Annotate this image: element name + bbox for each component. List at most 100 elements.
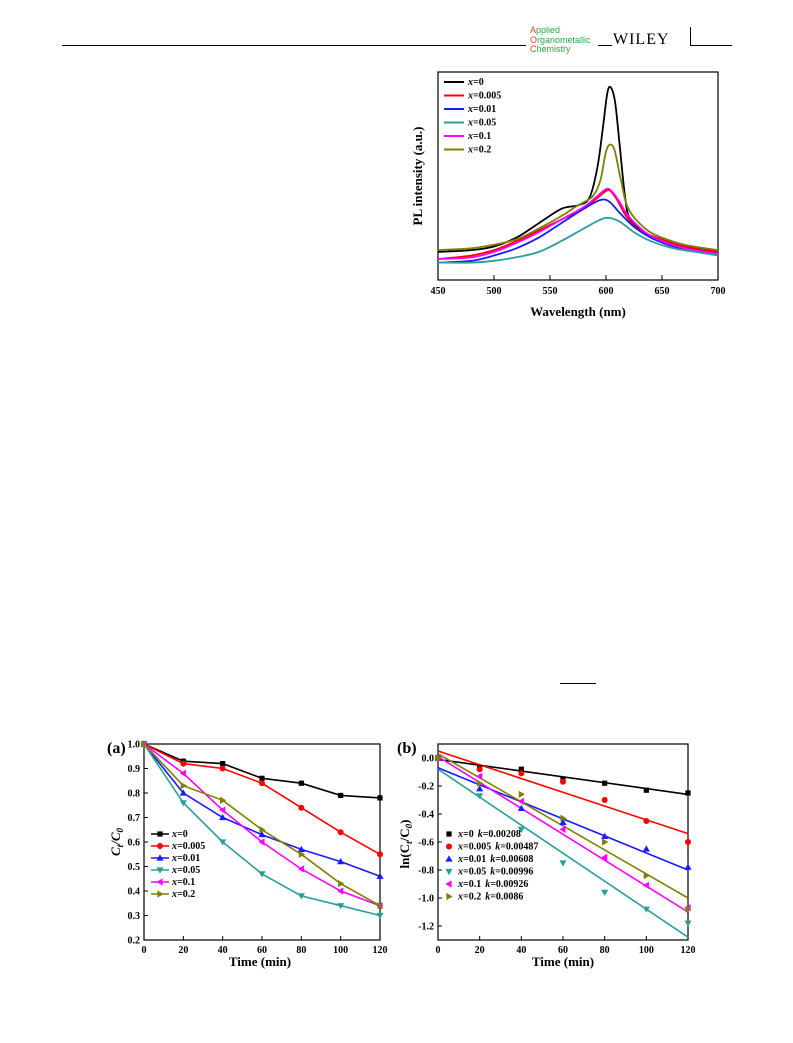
y-tick-label: 0.5 xyxy=(128,862,141,873)
legend-k-value: =0.00487 xyxy=(500,842,538,853)
legend-label: x=0.005 k=0.00487 xyxy=(457,842,538,853)
legend-label: x=0.1 xyxy=(171,877,195,888)
legend-label: x=0.2 xyxy=(171,889,195,900)
legend-var: x xyxy=(457,879,463,890)
data-point xyxy=(518,766,524,772)
plot-frame xyxy=(437,71,719,281)
data-point xyxy=(141,740,148,748)
legend-marker xyxy=(445,868,453,876)
data-point xyxy=(476,772,483,780)
x-axis-label: Time (min) xyxy=(229,954,291,969)
legend-value: =0 xyxy=(177,829,188,840)
header-rule-right xyxy=(690,45,732,46)
legend-var: x xyxy=(467,91,473,102)
data-point xyxy=(179,769,186,777)
legend-k-var: k xyxy=(485,892,490,903)
data-point xyxy=(518,790,525,798)
legend-var: x xyxy=(457,892,463,903)
data-point xyxy=(219,813,227,821)
legend-var: x xyxy=(171,865,177,876)
legend-k-var: k xyxy=(495,842,500,853)
y-tick-label: -1.0 xyxy=(418,894,434,905)
data-point xyxy=(376,872,384,879)
legend-var: x xyxy=(171,853,177,864)
x-tick-label: 100 xyxy=(639,945,654,956)
legend-marker xyxy=(445,880,452,888)
data-point xyxy=(643,787,649,793)
x-tick-label: 60 xyxy=(558,945,568,956)
legend-marker xyxy=(445,855,453,862)
legend-label: x=0 k=0.00208 xyxy=(457,829,521,840)
legend-label: x=0.01 xyxy=(171,853,200,864)
journal-line-2: Organometallic xyxy=(530,34,591,45)
data-point xyxy=(297,893,305,900)
data-point xyxy=(642,906,650,913)
legend-var: x xyxy=(457,842,463,853)
data-point xyxy=(180,782,187,790)
data-point xyxy=(602,838,609,846)
legend-marker xyxy=(157,890,164,898)
data-point xyxy=(601,889,609,896)
legend-k-var: k xyxy=(490,854,495,865)
legend-value: =0.05 xyxy=(463,867,486,878)
legend-value: =0.01 xyxy=(177,853,200,864)
data-point xyxy=(517,804,525,811)
data-point xyxy=(476,766,483,773)
x-tick-label: 0 xyxy=(142,945,147,956)
legend-label: x=0.1 k=0.00926 xyxy=(457,879,528,890)
legend-label: x=0.005 xyxy=(467,91,501,102)
legend-var: x xyxy=(171,889,177,900)
y-axis-label: Ct/C0 xyxy=(108,828,125,856)
x-tick-label: 20 xyxy=(178,945,188,956)
panel-label-b: (b) xyxy=(397,740,417,757)
data-point xyxy=(602,780,608,786)
data-point xyxy=(685,905,692,913)
x-tick-label: 80 xyxy=(600,945,610,956)
series-line xyxy=(437,198,719,264)
legend-value: =0.2 xyxy=(177,889,195,900)
journal-line-1: Applied xyxy=(530,25,561,35)
data-point xyxy=(517,826,525,833)
legend-value: =0.05 xyxy=(177,865,200,876)
data-point xyxy=(258,831,266,838)
legend-k-value: =0.00996 xyxy=(495,867,533,878)
legend-marker xyxy=(157,831,163,837)
fraction-rule xyxy=(560,683,596,684)
data-point xyxy=(517,797,524,805)
data-point xyxy=(337,887,344,895)
x-tick-label: 450 xyxy=(431,286,446,297)
data-point xyxy=(179,789,187,796)
data-point xyxy=(297,865,304,873)
x-tick-label: 0 xyxy=(436,945,441,956)
data-point xyxy=(601,853,608,861)
legend-k-value: =0.0086 xyxy=(490,892,523,903)
series-line xyxy=(437,187,719,260)
header-tick xyxy=(690,27,691,45)
legend-var: x xyxy=(457,829,463,840)
data-point xyxy=(220,796,227,804)
data-point xyxy=(559,818,567,825)
data-point xyxy=(298,804,305,811)
x-tick-label: 600 xyxy=(599,286,614,297)
data-point xyxy=(642,845,650,852)
data-point xyxy=(643,872,650,880)
legend-label: x=0.1 xyxy=(467,131,491,142)
series-line xyxy=(437,143,719,251)
pl-spectrum-chart: 450 500 550 600 650 700 x=0x=0.005x=0.01x=0.0… xyxy=(410,71,726,319)
y-axis-label: PL intensity (a.u.) xyxy=(410,127,425,226)
data-point xyxy=(685,839,691,845)
data-point xyxy=(258,871,266,878)
legend-k-var: k xyxy=(485,879,490,890)
y-tick-label: -0.2 xyxy=(418,782,434,793)
legend-label: x=0 xyxy=(171,829,188,840)
data-point xyxy=(643,818,650,824)
legend-var: x xyxy=(467,145,473,156)
y-tick-label: 0.0 xyxy=(422,754,435,765)
y-tick-label: 0.4 xyxy=(128,887,141,898)
legend-marker xyxy=(156,878,163,886)
legend-value: =0.2 xyxy=(463,892,481,903)
y-tick-label: -0.8 xyxy=(418,866,434,877)
y-tick-label: 0.7 xyxy=(128,813,141,824)
y-tick-label: 0.2 xyxy=(128,936,141,947)
data-point xyxy=(642,881,649,889)
